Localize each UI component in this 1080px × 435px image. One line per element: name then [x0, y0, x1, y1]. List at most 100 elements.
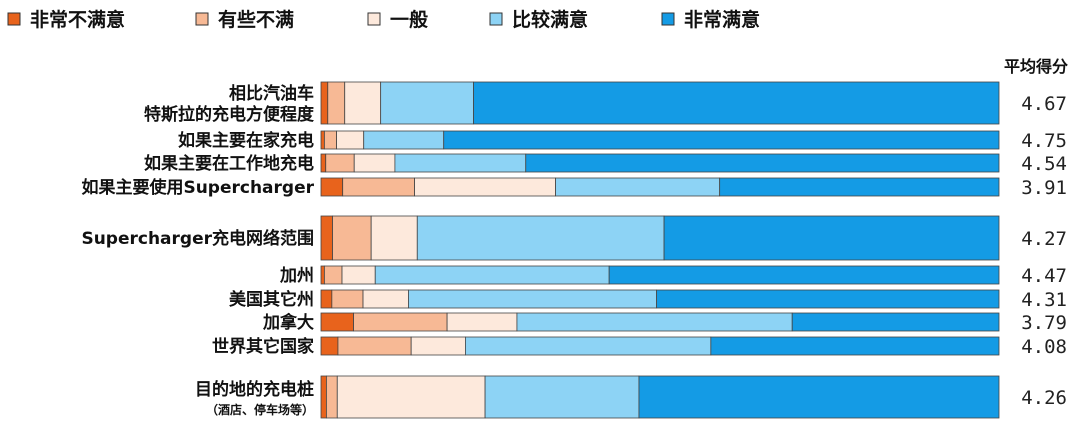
- bar-segment: [320, 336, 339, 356]
- score-value: 4.27: [1021, 228, 1067, 250]
- legend-label: 非常不满意: [30, 8, 125, 31]
- score-value: 3.91: [1021, 177, 1067, 199]
- category-label: 加州: [279, 266, 314, 286]
- category-label: 如果主要在家充电: [178, 130, 314, 151]
- bar-segment: [341, 265, 376, 285]
- category-label: 如果主要在工作地充电: [144, 153, 314, 174]
- legend-swatch: [661, 12, 675, 26]
- bar-row: 目的地的充电桩 （酒店、停车场等） 4.26: [195, 375, 1067, 419]
- bar-segment: [353, 312, 448, 332]
- bar-segment: [337, 336, 412, 356]
- bar-segment: [327, 81, 346, 125]
- bar-row: 世界其它国家 4.08: [212, 336, 1067, 358]
- category-label: 如果主要使用Supercharger: [81, 177, 314, 198]
- bar-segment: [332, 215, 372, 261]
- legend-swatch: [7, 12, 21, 26]
- bar-segment: [410, 336, 466, 356]
- bar-segment: [320, 265, 325, 285]
- score-value: 4.67: [1021, 93, 1067, 115]
- score-value: 4.31: [1021, 289, 1067, 311]
- category-label: Supercharger充电网络范围: [81, 228, 314, 249]
- bar-segment: [344, 81, 382, 125]
- category-label: 特斯拉的充电方便程度: [144, 104, 315, 125]
- category-label: 目的地的充电桩: [195, 379, 314, 400]
- bar-segment: [516, 312, 793, 332]
- bar-segment: [336, 130, 365, 150]
- bar-segment: [416, 215, 665, 261]
- bar-segment: [320, 130, 325, 150]
- bar-segment: [320, 81, 329, 125]
- bar-segment: [446, 312, 518, 332]
- bar-segment: [342, 177, 415, 197]
- legend-swatch: [367, 12, 381, 26]
- bar-segment: [320, 177, 344, 197]
- category-label: 美国其它州: [229, 289, 314, 310]
- bar-segment: [638, 375, 1000, 419]
- legend-swatch: [489, 12, 503, 26]
- legend-label: 一般: [390, 8, 428, 31]
- bar-segment: [326, 375, 338, 419]
- bar-row: 加州 4.47: [279, 265, 1067, 287]
- bar-segment: [320, 289, 333, 309]
- bar-segment: [525, 153, 1000, 173]
- legend-item: 比较满意: [489, 8, 588, 31]
- bar-segment: [656, 289, 1000, 309]
- bar-segment: [362, 289, 409, 309]
- score-value: 4.75: [1021, 130, 1067, 152]
- bar-segment: [791, 312, 1000, 332]
- bar-segment: [719, 177, 1000, 197]
- category-label: 相比汽油车: [229, 83, 314, 104]
- chart-legend: 非常不满意 有些不满 一般 比较满意 非常满意: [7, 8, 760, 31]
- bar-row: 如果主要在家充电 4.75: [178, 130, 1067, 152]
- bar-segment: [320, 215, 333, 261]
- score-value: 4.08: [1021, 336, 1067, 358]
- legend-item: 有些不满: [195, 8, 294, 31]
- bar-row: 如果主要使用Supercharger 3.91: [81, 177, 1067, 199]
- bar-segment: [408, 289, 658, 309]
- legend-item: 一般: [367, 8, 428, 31]
- category-label: 加拿大: [262, 312, 314, 333]
- bar-segment: [363, 130, 445, 150]
- score-value: 4.47: [1021, 265, 1067, 287]
- bar-segment: [323, 130, 337, 150]
- legend-label: 非常满意: [684, 8, 760, 31]
- bar-segment: [320, 375, 327, 419]
- bar-segment: [484, 375, 640, 419]
- bar-segment: [394, 153, 527, 173]
- bar-segment: [353, 153, 396, 173]
- bar-segment: [331, 289, 364, 309]
- legend-label: 比较满意: [512, 8, 588, 31]
- score-value: 4.54: [1021, 153, 1067, 175]
- legend-item: 非常满意: [661, 8, 760, 31]
- bar-segment: [710, 336, 1000, 356]
- bar-row: 加拿大 3.79: [262, 312, 1067, 334]
- bar-segment: [325, 153, 355, 173]
- bar-segment: [323, 265, 343, 285]
- bar-segment: [608, 265, 1000, 285]
- category-label: （酒店、停车场等）: [206, 402, 314, 417]
- bar-segment: [473, 81, 1000, 125]
- bar-segment: [555, 177, 721, 197]
- legend-label: 有些不满: [218, 8, 294, 31]
- category-label: 世界其它国家: [212, 336, 314, 357]
- score-value: 4.26: [1021, 387, 1067, 409]
- bar-row: 如果主要在工作地充电 4.54: [144, 153, 1067, 175]
- bar-segment: [663, 215, 1000, 261]
- score-value: 3.79: [1021, 312, 1067, 334]
- bar-segment: [320, 312, 354, 332]
- bar-segment: [465, 336, 712, 356]
- bar-row: Supercharger充电网络范围 4.27: [81, 215, 1067, 261]
- score-column-header: 平均得分: [1004, 57, 1068, 76]
- bar-row: 美国其它州 4.31: [229, 289, 1067, 311]
- bar-segment: [414, 177, 556, 197]
- bar-segment: [336, 375, 486, 419]
- legend-swatch: [195, 12, 209, 26]
- bar-segment: [380, 81, 474, 125]
- bar-segment: [443, 130, 1000, 150]
- bar-segment: [320, 153, 327, 173]
- bar-segment: [374, 265, 610, 285]
- legend-item: 非常不满意: [7, 8, 125, 31]
